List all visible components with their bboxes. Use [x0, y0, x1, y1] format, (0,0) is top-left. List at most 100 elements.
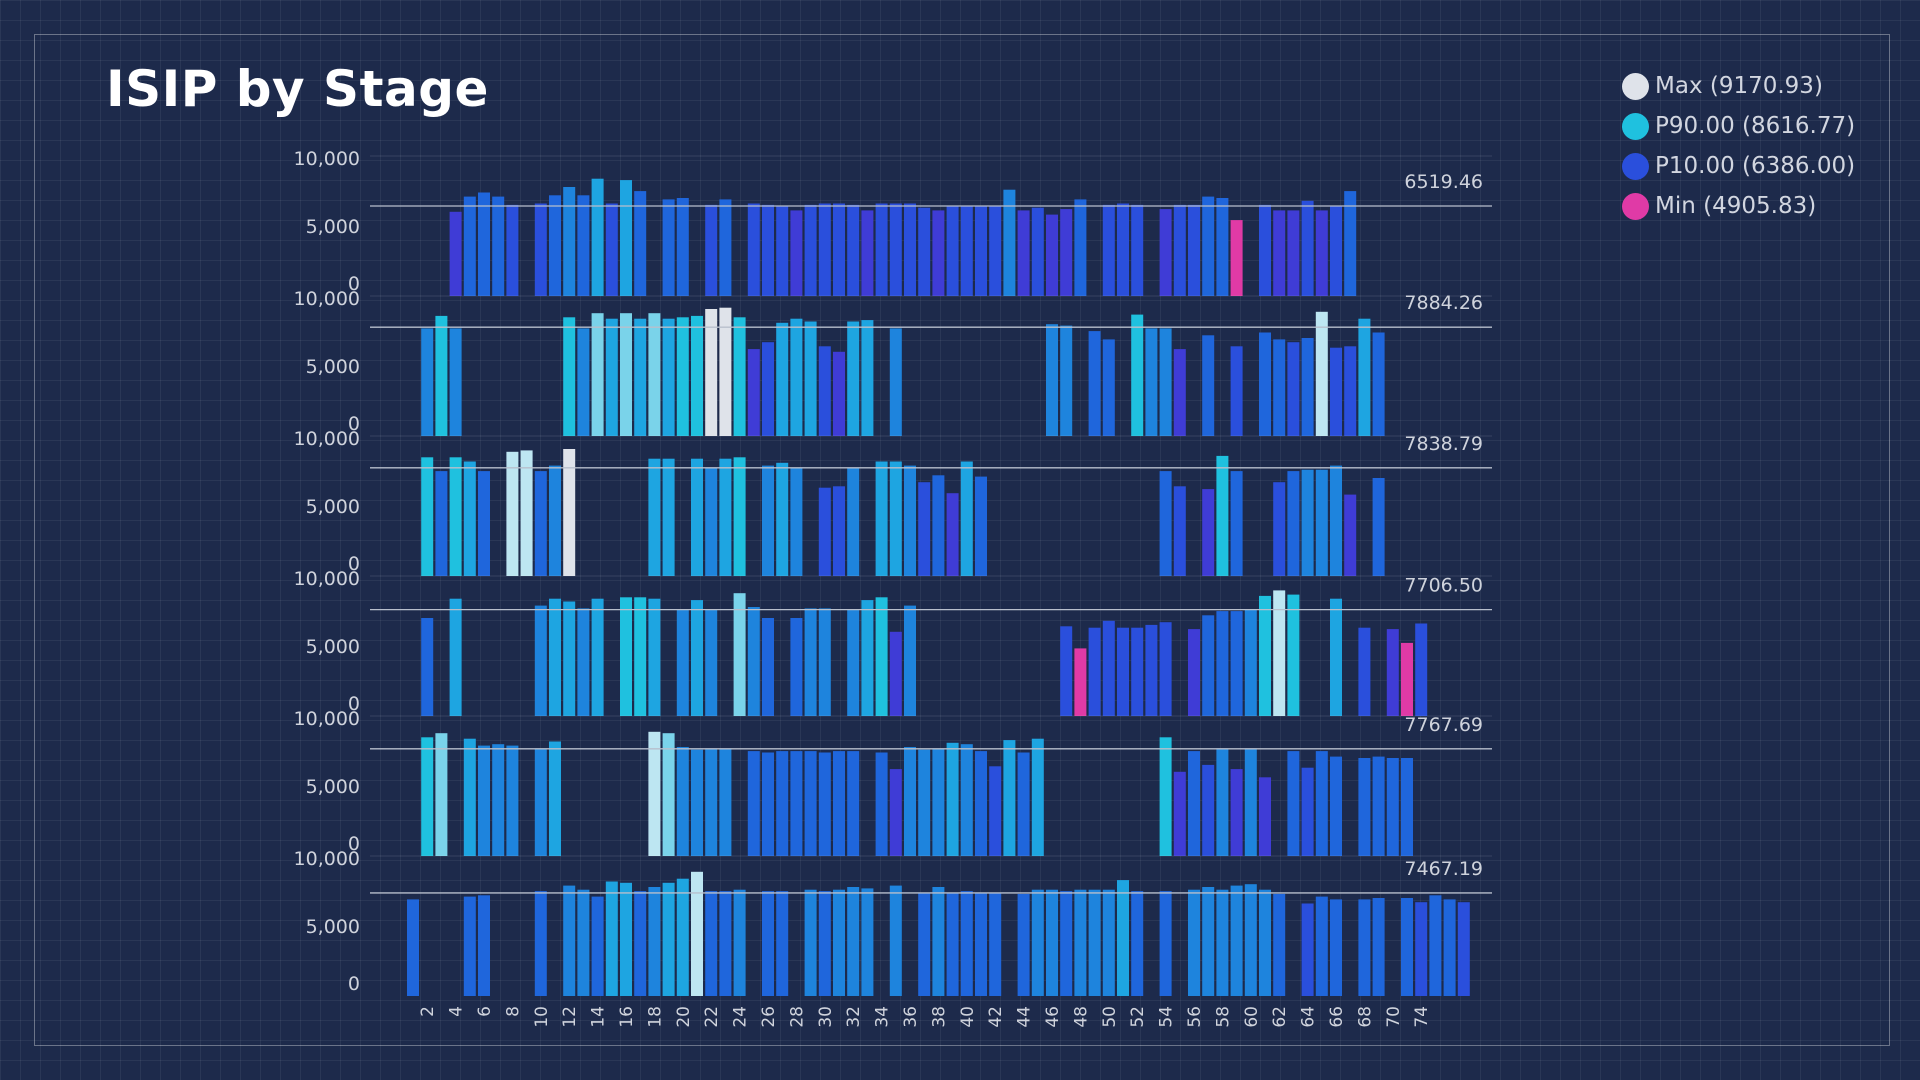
- bar[interactable]: [1074, 199, 1087, 296]
- bar[interactable]: [790, 618, 803, 716]
- bar[interactable]: [1358, 627, 1371, 716]
- bar[interactable]: [776, 206, 789, 296]
- bar[interactable]: [705, 468, 718, 576]
- bar[interactable]: [648, 458, 661, 576]
- bar[interactable]: [776, 462, 789, 576]
- bar[interactable]: [762, 204, 774, 296]
- bar[interactable]: [1230, 346, 1243, 436]
- bar[interactable]: [1301, 200, 1314, 296]
- bar[interactable]: [1131, 891, 1144, 996]
- bar[interactable]: [1074, 648, 1087, 716]
- bar[interactable]: [563, 885, 576, 996]
- bar[interactable]: [747, 751, 760, 856]
- bar[interactable]: [478, 471, 490, 576]
- bar[interactable]: [861, 320, 874, 436]
- bar[interactable]: [1330, 598, 1342, 716]
- bar[interactable]: [1287, 594, 1300, 716]
- bar[interactable]: [534, 471, 547, 576]
- bar[interactable]: [1330, 756, 1342, 856]
- bar[interactable]: [1244, 884, 1257, 996]
- bar[interactable]: [1230, 471, 1243, 576]
- bar[interactable]: [1457, 902, 1470, 996]
- bar[interactable]: [435, 315, 448, 436]
- bar[interactable]: [818, 752, 831, 857]
- bar[interactable]: [1330, 347, 1342, 436]
- legend-item-p90[interactable]: P90.00 (8616.77): [1622, 106, 1855, 146]
- bar[interactable]: [676, 878, 689, 996]
- bar[interactable]: [918, 749, 931, 856]
- bar[interactable]: [1117, 203, 1129, 297]
- bar[interactable]: [1259, 204, 1271, 296]
- bar[interactable]: [1386, 629, 1399, 716]
- bar[interactable]: [534, 748, 547, 856]
- bar[interactable]: [1259, 889, 1271, 996]
- bar[interactable]: [648, 887, 661, 996]
- bar[interactable]: [889, 328, 902, 436]
- bar[interactable]: [776, 322, 789, 436]
- bar[interactable]: [1173, 486, 1186, 576]
- bar[interactable]: [1202, 615, 1215, 716]
- bar[interactable]: [648, 731, 661, 856]
- bar[interactable]: [1315, 210, 1328, 296]
- bar[interactable]: [1216, 198, 1229, 296]
- bar[interactable]: [1202, 335, 1215, 436]
- bar[interactable]: [463, 461, 476, 577]
- bar[interactable]: [1401, 898, 1413, 996]
- bar[interactable]: [989, 766, 1002, 856]
- bar[interactable]: [733, 889, 746, 996]
- bar[interactable]: [1102, 204, 1115, 296]
- bar[interactable]: [804, 321, 817, 437]
- bar[interactable]: [1188, 751, 1200, 856]
- bar[interactable]: [478, 895, 490, 996]
- bar[interactable]: [889, 885, 902, 996]
- bar[interactable]: [662, 458, 675, 576]
- bar[interactable]: [818, 346, 831, 436]
- bar[interactable]: [1415, 902, 1428, 996]
- bar[interactable]: [449, 598, 462, 716]
- bar[interactable]: [1188, 629, 1200, 716]
- bar[interactable]: [1017, 893, 1030, 996]
- bar[interactable]: [449, 328, 462, 436]
- bar[interactable]: [1259, 777, 1271, 856]
- bar[interactable]: [591, 896, 604, 996]
- bar[interactable]: [790, 210, 803, 296]
- bar[interactable]: [889, 461, 902, 577]
- bar[interactable]: [818, 487, 831, 576]
- bar[interactable]: [563, 187, 576, 296]
- bar[interactable]: [946, 892, 959, 997]
- bar[interactable]: [1273, 482, 1286, 576]
- bar[interactable]: [1017, 210, 1030, 296]
- bar[interactable]: [676, 747, 689, 856]
- bar[interactable]: [790, 318, 803, 436]
- bar[interactable]: [790, 751, 803, 856]
- bar[interactable]: [762, 618, 774, 716]
- bar[interactable]: [1088, 331, 1101, 436]
- bar[interactable]: [1131, 627, 1144, 716]
- bar[interactable]: [1230, 769, 1243, 856]
- bar[interactable]: [804, 751, 817, 856]
- bar[interactable]: [492, 744, 505, 856]
- bar[interactable]: [719, 307, 732, 436]
- bar[interactable]: [1344, 191, 1357, 296]
- bar[interactable]: [932, 748, 945, 856]
- bar[interactable]: [1358, 318, 1371, 436]
- bar[interactable]: [1273, 590, 1286, 716]
- bar[interactable]: [1344, 346, 1357, 436]
- bar[interactable]: [1159, 209, 1172, 296]
- bar[interactable]: [1088, 889, 1101, 996]
- bar[interactable]: [1230, 885, 1243, 996]
- legend-item-p10[interactable]: P10.00 (6386.00): [1622, 146, 1855, 186]
- bar[interactable]: [691, 749, 703, 856]
- bar[interactable]: [634, 318, 647, 436]
- bar[interactable]: [960, 206, 973, 296]
- bar[interactable]: [591, 313, 604, 436]
- bar[interactable]: [506, 745, 519, 856]
- bar[interactable]: [1372, 898, 1385, 996]
- bar[interactable]: [563, 601, 576, 717]
- bar[interactable]: [1046, 324, 1058, 436]
- bar[interactable]: [1315, 896, 1328, 996]
- bar[interactable]: [960, 461, 973, 577]
- bar[interactable]: [549, 741, 561, 857]
- bar[interactable]: [577, 608, 590, 716]
- bar[interactable]: [1216, 889, 1229, 996]
